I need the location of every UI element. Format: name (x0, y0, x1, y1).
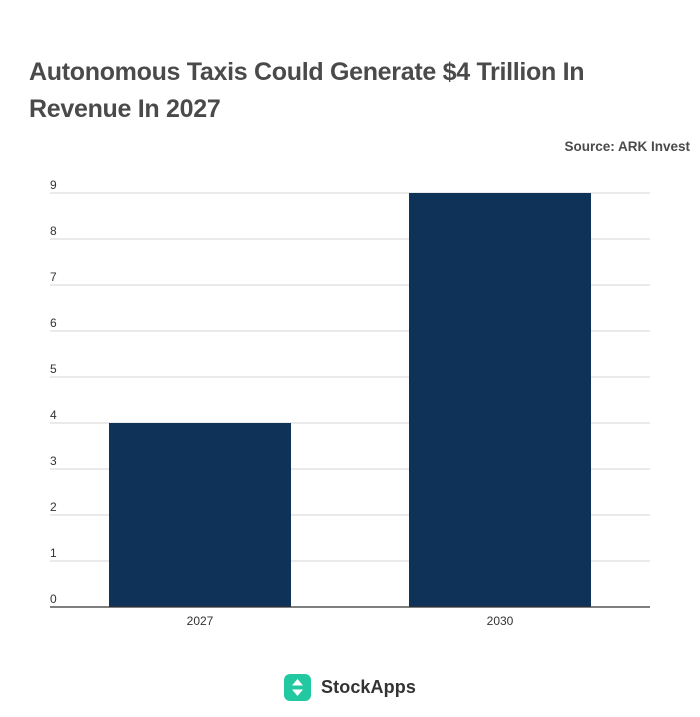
bar-2030 (409, 193, 591, 607)
y-tick-label: 7 (50, 270, 57, 284)
y-tick-label: 2 (50, 500, 57, 514)
y-tick-label: 4 (50, 408, 57, 422)
brand-name: StockApps (321, 676, 416, 697)
bars (109, 193, 591, 607)
bar-2027 (109, 423, 291, 607)
y-tick-label: 5 (50, 362, 57, 376)
y-tick-label: 8 (50, 224, 57, 238)
y-axis-ticks: 0 1 2 3 4 5 6 7 8 9 (50, 178, 57, 606)
stockapps-logo-icon (284, 673, 312, 701)
x-tick-label: 2027 (187, 614, 214, 628)
y-tick-label: 1 (50, 546, 57, 560)
x-tick-label: 2030 (487, 614, 514, 628)
bar-chart: 0 1 2 3 4 5 6 7 8 9 2027 2030 (50, 178, 650, 628)
source-note: Source: ARK Invest (564, 139, 690, 154)
y-tick-label: 6 (50, 316, 57, 330)
x-axis-ticks: 2027 2030 (187, 614, 514, 628)
footer: StockApps (0, 672, 700, 702)
y-tick-label: 0 (50, 592, 57, 606)
y-tick-label: 9 (50, 178, 57, 192)
chart-title: Autonomous Taxis Could Generate $4 Trill… (29, 58, 585, 123)
y-tick-label: 3 (50, 454, 57, 468)
